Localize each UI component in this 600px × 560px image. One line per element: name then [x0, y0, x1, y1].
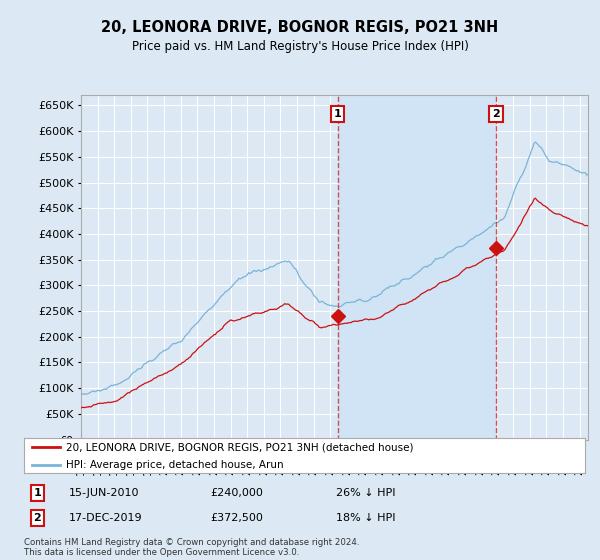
- Text: 15-JUN-2010: 15-JUN-2010: [69, 488, 139, 498]
- Text: Price paid vs. HM Land Registry's House Price Index (HPI): Price paid vs. HM Land Registry's House …: [131, 40, 469, 53]
- Text: £240,000: £240,000: [210, 488, 263, 498]
- Text: 26% ↓ HPI: 26% ↓ HPI: [336, 488, 395, 498]
- Text: 2: 2: [492, 109, 500, 119]
- Text: 20, LEONORA DRIVE, BOGNOR REGIS, PO21 3NH (detached house): 20, LEONORA DRIVE, BOGNOR REGIS, PO21 3N…: [66, 442, 413, 452]
- Text: 2: 2: [34, 513, 41, 523]
- Text: £372,500: £372,500: [210, 513, 263, 523]
- Text: 1: 1: [34, 488, 41, 498]
- Text: 18% ↓ HPI: 18% ↓ HPI: [336, 513, 395, 523]
- Bar: [338, 95, 496, 440]
- Text: HPI: Average price, detached house, Arun: HPI: Average price, detached house, Arun: [66, 460, 284, 469]
- Text: Contains HM Land Registry data © Crown copyright and database right 2024.
This d: Contains HM Land Registry data © Crown c…: [24, 538, 359, 557]
- Text: 17-DEC-2019: 17-DEC-2019: [69, 513, 143, 523]
- Text: 20, LEONORA DRIVE, BOGNOR REGIS, PO21 3NH: 20, LEONORA DRIVE, BOGNOR REGIS, PO21 3N…: [101, 20, 499, 35]
- Text: 1: 1: [334, 109, 341, 119]
